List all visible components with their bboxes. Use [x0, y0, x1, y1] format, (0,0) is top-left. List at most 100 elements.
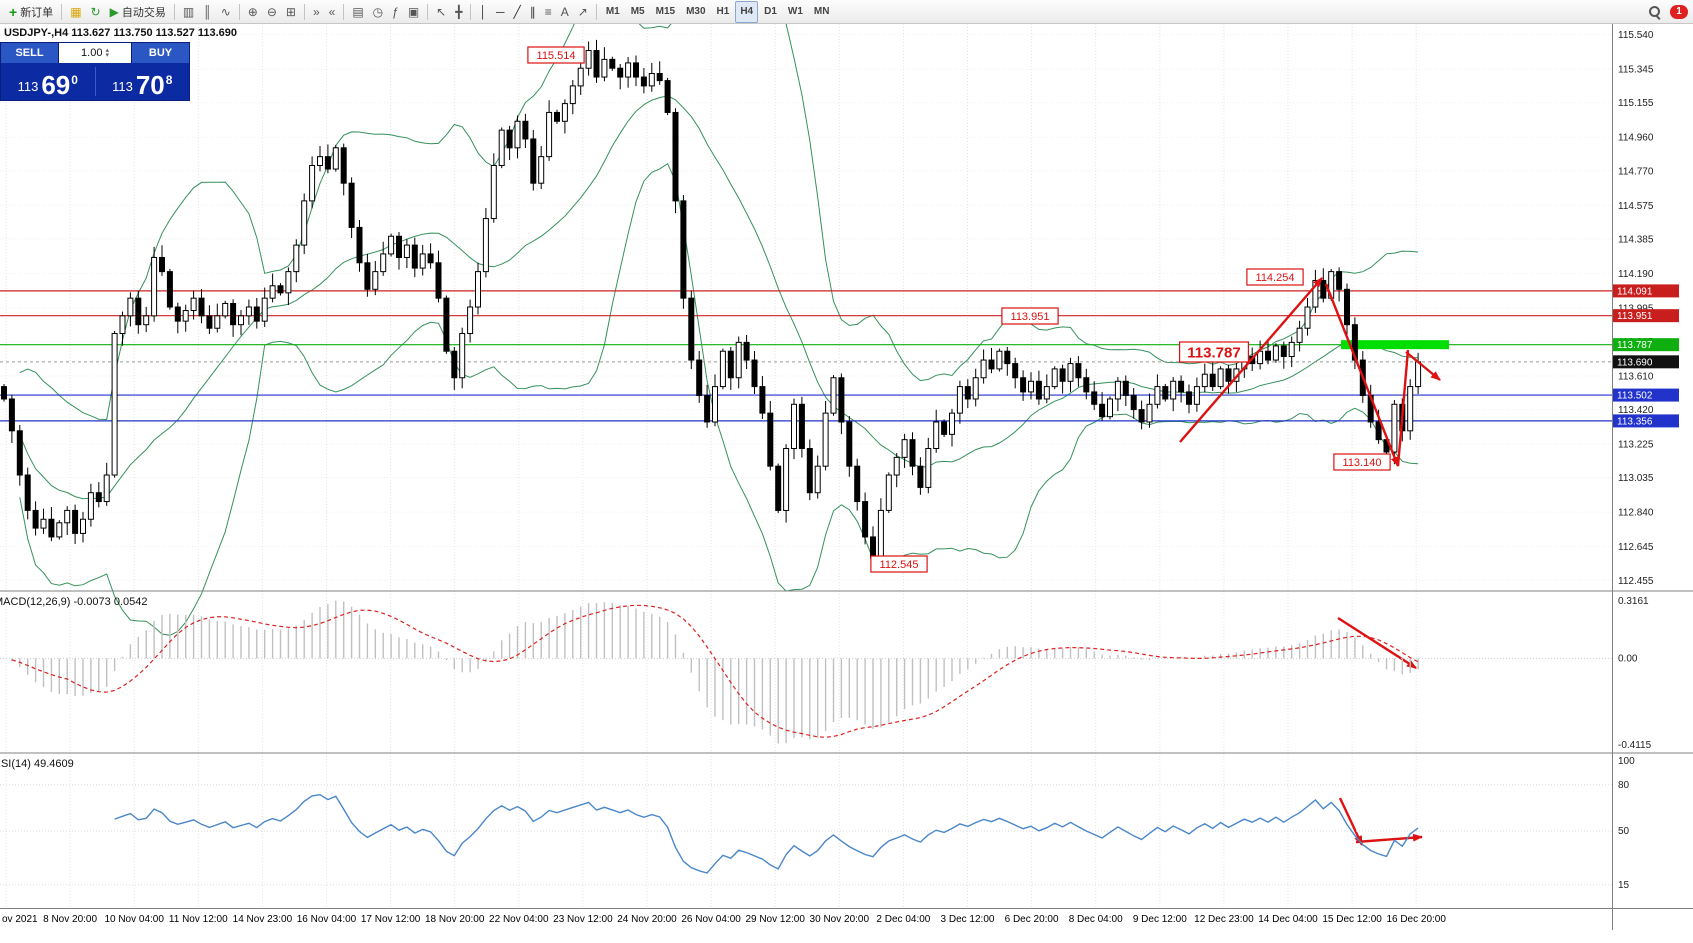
- buy-button[interactable]: BUY: [132, 43, 189, 63]
- charts-button[interactable]: ▦: [66, 1, 85, 23]
- price-tick-label: 115.540: [1618, 30, 1654, 41]
- crosshair-icon: ╋: [455, 4, 463, 19]
- cursor-button[interactable]: ↖: [432, 1, 450, 23]
- trend-arrow[interactable]: [1324, 283, 1400, 467]
- drawing-arrows-layer[interactable]: 115.514 114.254 113.951 113.787 113.140 112.5…: [527, 46, 1441, 846]
- timeframe-button-mn[interactable]: MN: [813, 6, 830, 17]
- bid-main: 69: [41, 70, 71, 100]
- zoom-in-icon: ⊕: [247, 4, 258, 19]
- price-annotation-text[interactable]: 112.545: [880, 559, 919, 571]
- horizontal-line-icon: ─: [495, 4, 505, 19]
- crosshair-button[interactable]: ╋: [451, 1, 466, 23]
- price-tick-label: 114.190: [1618, 269, 1654, 280]
- highlight-band[interactable]: [1341, 340, 1449, 350]
- lot-stepper[interactable]: ▴ ▾: [105, 47, 109, 59]
- lot-decrement-icon[interactable]: ▾: [105, 52, 109, 59]
- tile-windows-button[interactable]: ⊞: [282, 1, 300, 23]
- price-annotation-box[interactable]: [1333, 453, 1391, 471]
- time-axis-label: 12 Dec 23:00: [1194, 914, 1254, 925]
- timeframe-button-m1[interactable]: M1: [605, 6, 620, 17]
- new-chart-button[interactable]: ▤: [348, 1, 367, 23]
- price-tick-label: 112.840: [1618, 508, 1654, 519]
- price-annotation-text[interactable]: 113.787: [1187, 344, 1240, 361]
- candle-chart-button[interactable]: ║: [199, 1, 216, 23]
- toolbar-separator: [595, 3, 597, 20]
- indicators-icon: ƒ: [392, 4, 399, 19]
- fibonacci-button[interactable]: ≡: [541, 1, 556, 23]
- price-annotation-box[interactable]: [527, 46, 585, 64]
- price-annotation-text[interactable]: 113.951: [1011, 311, 1050, 323]
- tile-windows-icon: ⊞: [285, 4, 296, 19]
- price-annotation-box[interactable]: [1246, 268, 1304, 286]
- rsi-axis[interactable]: 100 80 50 15: [1618, 756, 1635, 891]
- bar-chart-button[interactable]: ▥: [179, 1, 198, 23]
- macd-axis[interactable]: 0.3161 0.00 -0.4115: [1618, 596, 1652, 751]
- price-annotation-box[interactable]: [1001, 307, 1059, 325]
- lot-size-value[interactable]: 1.00: [81, 47, 103, 59]
- zoom-in-button[interactable]: ⊕: [244, 1, 262, 23]
- timeframe-button-h4[interactable]: H4: [735, 0, 759, 23]
- arrow-tools-button[interactable]: ↗: [574, 1, 592, 23]
- price-tick-label: 114.385: [1618, 234, 1654, 245]
- toolbar-separator: [173, 3, 175, 20]
- time-axis[interactable]: ov 2021 8 Nov 20:00 10 Nov 04:00 11 Nov 12:…: [2, 914, 1446, 925]
- trend-arrow[interactable]: [1179, 277, 1323, 443]
- autotrading-button[interactable]: ▶ 自动交易: [106, 1, 170, 23]
- price-axis[interactable]: 115.540 115.345 115.155 114.960 114.770 114.5…: [1613, 30, 1679, 587]
- timeframe-button-m5[interactable]: M5: [630, 6, 645, 17]
- zoom-out-button[interactable]: ⊖: [263, 1, 281, 23]
- price-annotation-box[interactable]: [870, 555, 928, 573]
- trendline-button[interactable]: ╱: [509, 1, 524, 23]
- price-annotation-text[interactable]: 115.514: [537, 50, 576, 62]
- periods-button[interactable]: ◷: [369, 1, 387, 23]
- time-axis-label: 9 Dec 12:00: [1133, 914, 1187, 925]
- trend-arrow[interactable]: [1355, 833, 1423, 844]
- ask-price[interactable]: 113 70 8: [96, 63, 190, 100]
- lot-size-field[interactable]: 1.00 ▴ ▾: [58, 43, 132, 63]
- line-chart-button[interactable]: ∿: [217, 1, 235, 23]
- refresh-button[interactable]: ↻: [87, 1, 105, 23]
- templates-button[interactable]: ▣: [404, 1, 423, 23]
- chart-shift-button[interactable]: «: [325, 1, 340, 23]
- lot-increment-icon[interactable]: ▴: [105, 47, 109, 54]
- macd-signal-line: [11, 604, 1419, 738]
- price-tag: [1613, 338, 1679, 352]
- timeframe-button-h1[interactable]: H1: [716, 6, 730, 17]
- trend-arrow[interactable]: [1338, 797, 1364, 846]
- macd-tick-label: -0.4115: [1618, 740, 1652, 751]
- price-tag: [1613, 284, 1679, 298]
- text-tool-button[interactable]: A: [557, 1, 573, 23]
- notification-badge[interactable]: 1: [1670, 4, 1688, 19]
- price-annotation-text[interactable]: 113.140: [1343, 457, 1382, 469]
- timeframe-button-m30[interactable]: M30: [686, 6, 706, 17]
- templates-icon: ▣: [407, 4, 420, 19]
- price-annotation-text[interactable]: 114.254: [1256, 272, 1295, 284]
- horizontal-lines-layer[interactable]: [0, 290, 1612, 422]
- search-button[interactable]: [1645, 1, 1665, 23]
- timeframe-button-m15[interactable]: M15: [655, 6, 676, 17]
- autotrading-play-icon: ▶: [109, 4, 119, 19]
- vertical-line-button[interactable]: │: [475, 1, 491, 23]
- price-annotation-box[interactable]: [1178, 341, 1249, 363]
- equidistant-channel-button[interactable]: ∥: [526, 1, 540, 23]
- horizontal-line-button[interactable]: ─: [492, 1, 509, 23]
- auto-scroll-button[interactable]: »: [309, 1, 324, 23]
- new-order-button[interactable]: + 新订单: [5, 1, 57, 23]
- price-tick-label: 112.455: [1618, 576, 1654, 587]
- time-axis-label: 2 Dec 04:00: [876, 914, 930, 925]
- bid-price[interactable]: 113 69 0: [1, 63, 95, 100]
- trend-arrow[interactable]: [1396, 349, 1410, 467]
- timeframe-button-w1[interactable]: W1: [787, 6, 803, 17]
- sell-button[interactable]: SELL: [1, 43, 58, 63]
- indicators-button[interactable]: ƒ: [388, 1, 403, 23]
- time-axis-label: 15 Dec 12:00: [1322, 914, 1382, 925]
- timeframe-button-d1[interactable]: D1: [764, 6, 777, 17]
- price-tag-label: 113.690: [1617, 357, 1653, 368]
- trend-arrow[interactable]: [1337, 616, 1417, 670]
- time-axis-label: 16 Dec 20:00: [1386, 914, 1446, 925]
- rsi-tick-label: 80: [1618, 780, 1630, 791]
- rsi-tick-label: 15: [1618, 880, 1630, 891]
- trend-arrow[interactable]: [1405, 351, 1441, 381]
